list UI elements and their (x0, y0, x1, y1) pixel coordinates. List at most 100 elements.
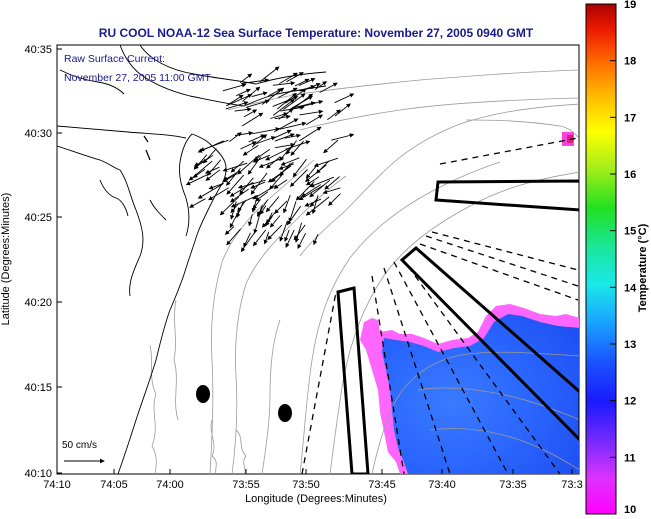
x-tick-label: 73:40 (428, 479, 456, 491)
current-vector (230, 203, 240, 214)
colorbar (585, 3, 617, 515)
current-vector (243, 109, 258, 118)
current-vector (305, 176, 320, 186)
colorbar-tick-label: 16 (624, 169, 636, 181)
colorbar-tick-label: 11 (624, 452, 636, 464)
current-vector (319, 82, 338, 93)
current-vector (280, 157, 300, 166)
current-vector (256, 136, 276, 144)
current-vector (240, 141, 257, 150)
colorbar-tick-label: 12 (624, 396, 636, 408)
current-vector (292, 101, 316, 109)
current-vector (227, 94, 244, 106)
current-vector (327, 109, 341, 121)
current-vector (298, 126, 322, 142)
current-vector (293, 224, 306, 241)
current-vector (226, 174, 245, 195)
box-south-transect (336, 286, 370, 474)
sampling-boxes (336, 179, 579, 474)
y-tick-label: 40:25 (24, 212, 52, 224)
bathymetry-contours (149, 69, 579, 474)
current-vector (283, 93, 306, 110)
current-vector (229, 207, 242, 229)
current-vector (241, 112, 264, 127)
current-vector (229, 132, 242, 143)
current-vector (273, 118, 299, 133)
x-axis-ticks: 74:10 74:05 74:00 73:55 73:50 73:45 73:40 73:35… (43, 469, 583, 491)
current-vector (286, 72, 304, 83)
current-vector (305, 114, 324, 126)
current-vector (285, 229, 295, 248)
current-vector (270, 112, 289, 119)
colorbar-ticks: 19 18 17 16 15 14 13 12 11 10 (610, 0, 637, 516)
current-vector (259, 66, 280, 83)
current-vector (301, 184, 321, 198)
surface-current-vectors (185, 66, 355, 253)
current-vector (309, 198, 318, 208)
y-tick-label: 40:30 (24, 128, 52, 140)
current-vector (279, 221, 288, 242)
current-vector (245, 99, 270, 108)
colorbar-label: Temperature (°C) (637, 223, 649, 312)
current-vector (278, 87, 298, 98)
y-tick-label: 40:10 (24, 468, 52, 480)
current-vector (236, 88, 251, 97)
current-vector (251, 199, 257, 213)
current-vector (323, 139, 339, 154)
current-vector (278, 163, 294, 170)
colorbar-tick-label: 19 (624, 0, 636, 11)
current-vector (253, 215, 260, 234)
current-vector (222, 83, 247, 92)
cool-water-mass (382, 314, 579, 474)
current-vector (274, 114, 291, 120)
current-vector (250, 181, 266, 189)
current-vector (280, 105, 305, 112)
current-vector (285, 140, 311, 150)
current-vector (274, 133, 295, 142)
radar-station-2 (278, 404, 292, 422)
current-vector (204, 166, 220, 174)
current-vector (282, 194, 291, 214)
current-vector (334, 93, 355, 104)
current-vector (322, 187, 341, 195)
current-vector (256, 199, 269, 217)
current-vector (309, 176, 334, 188)
y-tick-label: 40:15 (24, 382, 52, 394)
current-vector (248, 134, 266, 143)
current-vector (251, 134, 268, 148)
current-vector (252, 229, 267, 247)
current-vector (305, 164, 327, 182)
current-vector (253, 149, 271, 161)
current-vector (189, 198, 206, 208)
current-vector (272, 80, 296, 86)
current-vector (208, 183, 223, 190)
x-tick-label: 73:50 (292, 479, 320, 491)
current-vector (274, 200, 288, 214)
current-vector (274, 142, 296, 149)
colorbar-tick-label: 13 (624, 339, 636, 351)
current-vector (268, 88, 283, 97)
x-tick-label: 74:10 (43, 479, 71, 491)
current-vector (258, 157, 284, 168)
x-axis-label: Longitude (Degrees:Minutes) (245, 493, 387, 505)
current-vector (290, 140, 304, 156)
legend-current-title: Raw Surface Current: (64, 53, 165, 65)
current-vector (324, 176, 340, 190)
map-layers (57, 45, 579, 474)
current-vector (242, 145, 259, 156)
current-vector (185, 173, 210, 186)
current-vector (205, 169, 221, 181)
current-vector (298, 184, 325, 201)
colorbar-tick-label: 14 (624, 282, 637, 294)
current-vector (219, 196, 240, 216)
current-vector (328, 193, 341, 206)
current-vector (229, 181, 254, 197)
current-vector (295, 181, 315, 201)
current-vector (263, 231, 270, 245)
x-tick-label: 74:05 (100, 479, 128, 491)
current-vector (294, 78, 310, 87)
colorbar-tick-label: 10 (624, 504, 636, 516)
x-tick-label: 73:45 (368, 479, 396, 491)
current-vector (225, 101, 249, 110)
